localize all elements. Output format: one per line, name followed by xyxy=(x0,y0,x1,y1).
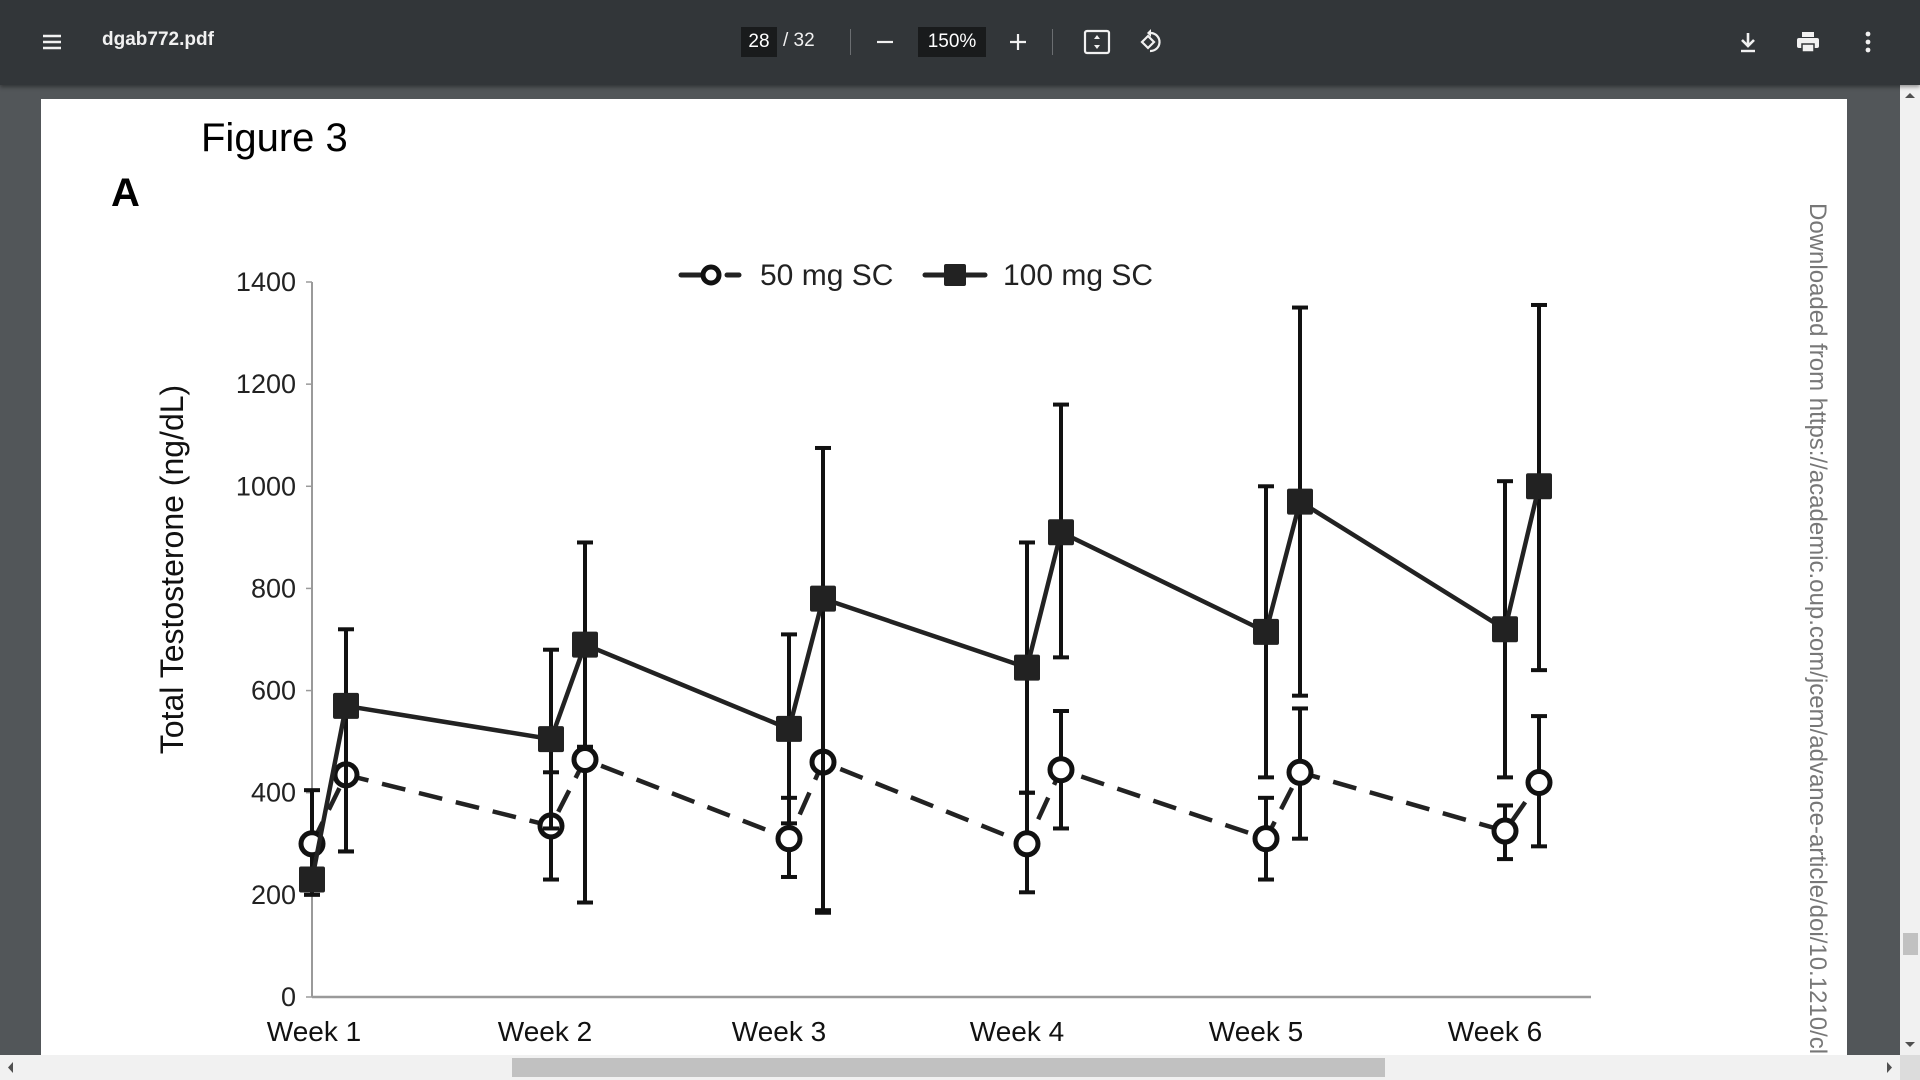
data-point-marker xyxy=(1048,519,1074,546)
document-viewport[interactable]: Figure 3 A Downloaded from https://acade… xyxy=(0,85,1900,1055)
data-point-marker xyxy=(1525,769,1553,796)
legend-label-100mg: 100 mg SC xyxy=(1003,259,1153,292)
scroll-right-arrow-icon[interactable] xyxy=(1880,1055,1900,1080)
y-tick-label: 0 xyxy=(281,982,296,1012)
pdf-page: Figure 3 A Downloaded from https://acade… xyxy=(41,99,1847,1055)
data-point-marker xyxy=(1287,488,1313,515)
data-point-marker xyxy=(1491,817,1519,845)
y-tick-label: 800 xyxy=(251,573,296,603)
chart-axes: 0 200 400 600 800 1000 1200 1400 Week 1 Week 2 Wee… xyxy=(154,267,1591,1047)
data-point-marker xyxy=(1013,830,1041,858)
fit-to-page-button[interactable] xyxy=(1077,22,1117,62)
print-button[interactable] xyxy=(1788,22,1828,62)
data-point-marker xyxy=(572,631,598,658)
data-point-marker xyxy=(1014,654,1040,681)
vertical-scroll-thumb[interactable] xyxy=(1903,933,1918,955)
fit-to-page-icon xyxy=(1083,29,1111,55)
download-watermark: Downloaded from https://academic.oup.com… xyxy=(1804,203,1831,1055)
x-tick-label: Week 1 xyxy=(267,1016,361,1047)
scroll-down-arrow-icon[interactable] xyxy=(1900,1035,1920,1055)
toolbar-divider xyxy=(1052,29,1053,55)
toolbar-divider xyxy=(850,29,851,55)
scroll-left-arrow-icon[interactable] xyxy=(0,1055,20,1080)
figure-title: Figure 3 xyxy=(201,116,348,160)
data-point-marker xyxy=(1286,758,1314,786)
data-point-marker xyxy=(1253,618,1279,645)
data-point-marker xyxy=(775,825,803,853)
horizontal-scrollbar[interactable] xyxy=(0,1055,1900,1080)
data-point-marker xyxy=(1492,616,1518,643)
series-50mg xyxy=(298,706,1553,915)
scroll-up-arrow-icon[interactable] xyxy=(1900,85,1920,105)
legend-label-50mg: 50 mg SC xyxy=(760,259,893,292)
zoom-in-button[interactable] xyxy=(998,22,1038,62)
data-point-marker xyxy=(1047,756,1075,784)
menu-button[interactable] xyxy=(32,22,72,62)
x-tick-label: Week 3 xyxy=(732,1016,826,1047)
y-tick-label: 1200 xyxy=(236,369,296,399)
data-point-marker xyxy=(333,692,359,719)
x-tick-label: Week 2 xyxy=(498,1016,592,1047)
series-100mg xyxy=(299,302,1552,913)
x-tick-label: Week 6 xyxy=(1448,1016,1542,1047)
y-axis-label: Total Testosterone (ng/dL) xyxy=(154,385,190,754)
rotate-button[interactable] xyxy=(1131,22,1171,62)
plus-icon xyxy=(1010,34,1026,50)
data-point-marker xyxy=(538,726,564,753)
data-point-marker xyxy=(810,585,836,612)
y-tick-label: 1000 xyxy=(236,471,296,501)
testosterone-line-chart: 0 200 400 600 800 1000 1200 1400 Week 1 Week 2 Wee… xyxy=(154,259,1591,1047)
vertical-scrollbar[interactable] xyxy=(1900,85,1920,1055)
rotate-counterclockwise-icon xyxy=(1140,29,1161,53)
scrollbar-corner xyxy=(1900,1055,1920,1080)
hamburger-menu-icon xyxy=(43,34,61,50)
page-number-input[interactable]: 28 xyxy=(741,27,777,57)
x-tick-label: Week 4 xyxy=(970,1016,1064,1047)
minus-icon xyxy=(877,40,893,44)
file-name: dgab772.pdf xyxy=(102,29,214,50)
page-total: / 32 xyxy=(783,30,815,51)
data-point-marker xyxy=(1252,825,1280,853)
data-point-marker xyxy=(1526,473,1552,500)
more-vertical-icon xyxy=(1865,31,1871,53)
y-tick-label: 1400 xyxy=(236,267,296,297)
data-point-marker xyxy=(571,746,599,774)
x-tick-label: Week 5 xyxy=(1209,1016,1303,1047)
panel-label: A xyxy=(111,171,140,215)
y-tick-label: 400 xyxy=(251,778,296,808)
horizontal-scroll-thumb[interactable] xyxy=(512,1058,1385,1077)
data-point-marker xyxy=(776,715,802,742)
zoom-level-input[interactable]: 150% xyxy=(918,27,986,57)
print-icon xyxy=(1797,32,1819,53)
download-icon xyxy=(1741,33,1755,53)
more-options-button[interactable] xyxy=(1848,22,1888,62)
pdf-toolbar: dgab772.pdf 28 / 32 150% xyxy=(0,0,1920,85)
download-button[interactable] xyxy=(1728,22,1768,62)
data-point-marker xyxy=(299,866,325,893)
y-tick-label: 600 xyxy=(251,676,296,706)
y-tick-label: 200 xyxy=(251,880,296,910)
zoom-out-button[interactable] xyxy=(865,22,905,62)
chart-legend: 50 mg SC 100 mg SC xyxy=(678,259,1153,292)
